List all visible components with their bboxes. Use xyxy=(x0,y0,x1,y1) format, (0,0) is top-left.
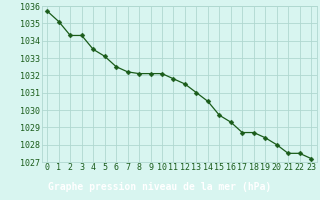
Text: Graphe pression niveau de la mer (hPa): Graphe pression niveau de la mer (hPa) xyxy=(48,181,272,192)
